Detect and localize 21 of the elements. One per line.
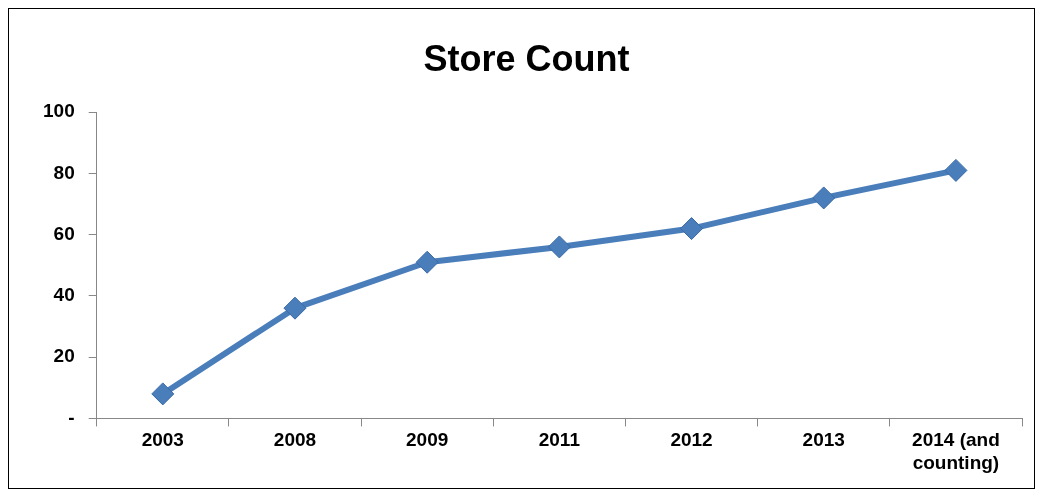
chart-title: Store Count — [423, 37, 630, 79]
y-tick-label: 80 — [53, 161, 75, 183]
y-tick-label: - — [68, 406, 75, 428]
x-tick-label: 2011 — [538, 429, 581, 451]
y-tick-label: 100 — [43, 100, 75, 122]
y-tick-label: 20 — [53, 345, 75, 367]
x-tick-label: 2014 (and counting) — [912, 429, 1000, 473]
point — [415, 250, 439, 274]
y-tick-label: 60 — [53, 222, 75, 244]
x-tick-label: 2013 — [802, 429, 845, 451]
point — [547, 235, 571, 259]
y-tick-label: 40 — [53, 284, 75, 306]
point — [944, 158, 968, 182]
point — [812, 186, 836, 210]
x-tick-label: 2009 — [406, 429, 449, 451]
point — [151, 382, 175, 406]
point — [680, 217, 704, 241]
x-tick-label: 2008 — [273, 429, 317, 451]
x-tick-label: 2012 — [670, 429, 713, 451]
point — [283, 296, 307, 320]
x-tick-label: 2003 — [141, 429, 184, 451]
